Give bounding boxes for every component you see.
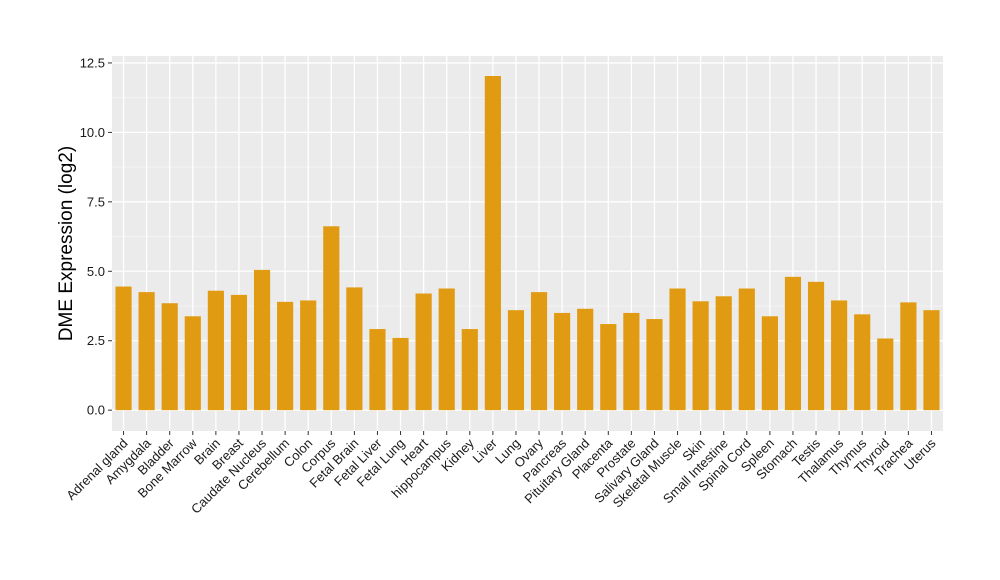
bar xyxy=(715,296,732,411)
bar xyxy=(623,312,640,411)
y-tick-label: 2.5 xyxy=(87,333,105,348)
bars xyxy=(115,76,940,411)
bar xyxy=(784,276,802,411)
bar xyxy=(507,310,525,411)
y-tick-label: 5.0 xyxy=(87,264,105,279)
bar xyxy=(854,314,871,411)
y-axis-title: DME Expression (log2) xyxy=(56,146,77,341)
x-tick-label: Liver xyxy=(469,435,500,466)
bar xyxy=(484,76,501,411)
bar xyxy=(831,300,848,411)
y-tick-label: 12.5 xyxy=(80,55,105,70)
bar xyxy=(369,329,386,411)
bar xyxy=(115,286,132,411)
bar xyxy=(230,294,248,411)
bar xyxy=(577,308,594,411)
bar xyxy=(692,301,709,411)
bar xyxy=(184,316,201,411)
y-axis: 0.0 2.5 5.0 7.5 10.0 12.5 xyxy=(80,55,112,418)
bar xyxy=(738,288,755,411)
bar xyxy=(161,303,178,411)
bar xyxy=(138,292,155,411)
bar xyxy=(877,338,894,411)
y-tick-label: 0.0 xyxy=(87,403,105,418)
bar xyxy=(646,319,663,411)
y-tick-label: 10.0 xyxy=(80,125,105,140)
bar xyxy=(807,281,825,411)
bar xyxy=(461,329,478,411)
bar xyxy=(253,269,271,411)
bar xyxy=(392,337,409,411)
bar xyxy=(323,226,340,411)
bar xyxy=(923,310,940,411)
bar xyxy=(554,312,571,411)
bar xyxy=(346,287,363,411)
bar xyxy=(900,302,917,411)
bar xyxy=(300,300,317,411)
plot-panel xyxy=(112,56,943,431)
bar xyxy=(761,316,778,411)
bar xyxy=(438,288,455,411)
minor-gridlines xyxy=(112,97,943,376)
bar xyxy=(415,293,432,411)
y-tick-label: 7.5 xyxy=(87,194,105,209)
bar xyxy=(600,324,617,411)
bar xyxy=(277,301,294,411)
bar xyxy=(530,292,548,411)
bar xyxy=(207,290,224,411)
bar xyxy=(669,288,686,411)
